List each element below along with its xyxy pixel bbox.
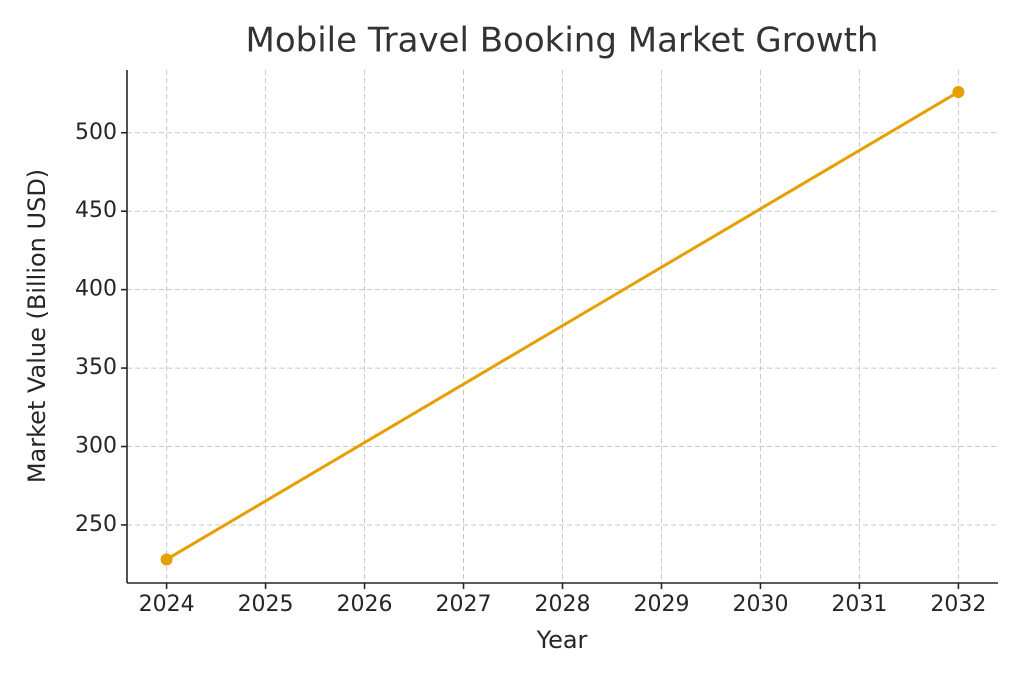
x-axis-label: Year — [536, 626, 588, 654]
y-axis-label: Market Value (Billion USD) — [23, 169, 51, 483]
y-tick-label: 450 — [75, 198, 117, 223]
data-line — [165, 90, 960, 561]
x-tick-label: 2031 — [831, 592, 887, 617]
x-tick-label: 2027 — [436, 592, 492, 617]
y-tick-label: 400 — [75, 277, 117, 302]
y-tick-label: 500 — [75, 120, 117, 145]
y-tick-label: 300 — [75, 434, 117, 459]
x-tick-label: 2026 — [337, 592, 393, 617]
data-point — [952, 85, 965, 98]
x-tick-label: 2024 — [139, 592, 195, 617]
y-tick-label: 350 — [75, 355, 117, 380]
x-tick-label: 2030 — [732, 592, 788, 617]
chart-title: Mobile Travel Booking Market Growth — [246, 21, 879, 61]
y-tick-label: 250 — [75, 512, 117, 537]
x-tick-label: 2032 — [930, 592, 986, 617]
x-tick-label: 2029 — [633, 592, 689, 617]
data-point — [160, 553, 173, 566]
x-tick-label: 2025 — [238, 592, 294, 617]
x-tick-label: 2028 — [535, 592, 591, 617]
